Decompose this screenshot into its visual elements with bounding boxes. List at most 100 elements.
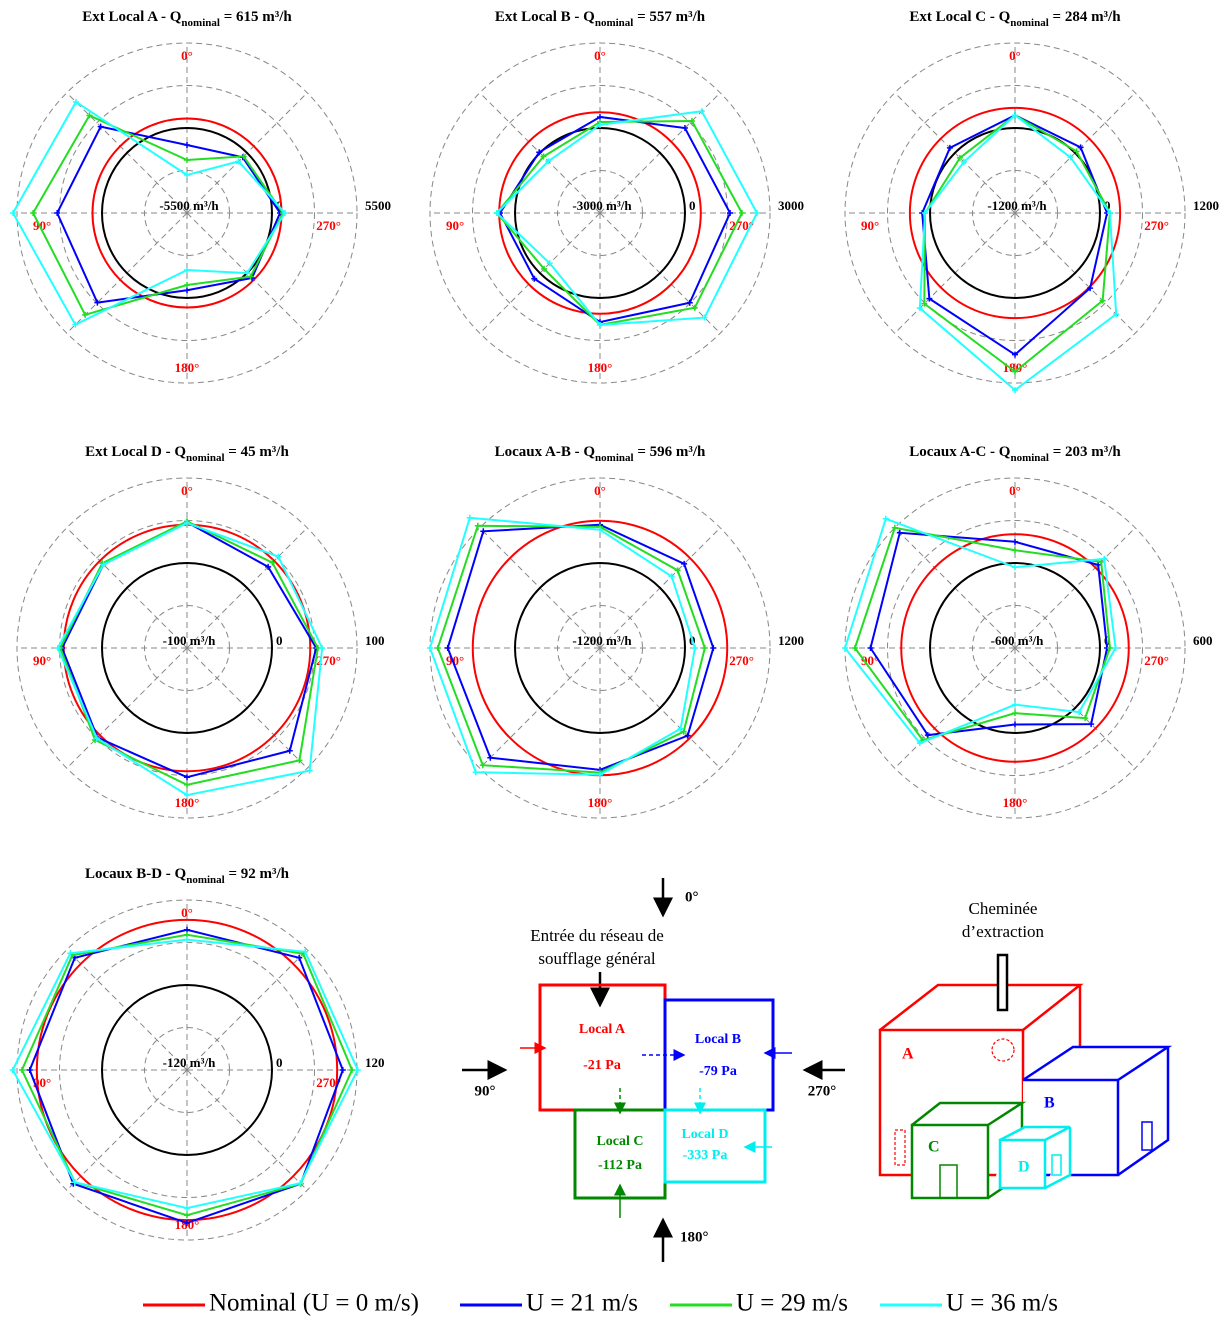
series-line xyxy=(498,111,702,315)
series-line xyxy=(428,516,696,776)
r-tick-label: 120 xyxy=(365,1055,385,1070)
point-marker xyxy=(71,1179,78,1186)
title-part: = 203 m³/h xyxy=(1049,444,1121,460)
legend-label: U = 29 m/s xyxy=(736,1290,848,1317)
series-line xyxy=(923,114,1111,373)
point-marker xyxy=(924,732,931,739)
r-tick-label: 600 xyxy=(1193,633,1213,648)
grid-ring xyxy=(144,605,230,691)
point-marker xyxy=(926,295,933,302)
point-marker xyxy=(1012,112,1018,119)
point-marker xyxy=(677,725,684,732)
title-part: nominal xyxy=(1010,17,1049,29)
r-tick-ring xyxy=(101,127,273,299)
point-marker xyxy=(710,645,717,651)
point-marker xyxy=(184,792,190,799)
r-tick-label: -5500 m³/h xyxy=(159,198,219,213)
point-marker xyxy=(541,265,548,272)
point-marker xyxy=(306,767,313,774)
legend-label: U = 21 m/s xyxy=(526,1290,638,1317)
room-name: Local C xyxy=(596,1134,643,1149)
polar-chart: Ext Local A - Qnominal = 615 m³/h -5500 m… xyxy=(9,9,391,384)
point-marker xyxy=(691,304,698,311)
point-marker xyxy=(1073,148,1080,155)
angle-label: 180° xyxy=(1003,360,1028,375)
point-marker xyxy=(701,645,708,651)
room-pressure: -21 Pa xyxy=(583,1058,621,1073)
point-marker xyxy=(691,645,698,651)
point-marker xyxy=(1095,561,1102,568)
grid-ring xyxy=(887,520,1143,776)
room-b xyxy=(663,998,775,1112)
chart-title: Locaux A-C - Qnominal = 203 m³/h xyxy=(909,444,1121,463)
point-marker xyxy=(67,950,74,957)
point-marker xyxy=(536,149,543,156)
building-label: D xyxy=(1018,1159,1030,1176)
r-tick-label: -1200 m³/h xyxy=(987,198,1047,213)
r-tick-ring xyxy=(16,477,358,819)
point-marker xyxy=(540,153,547,160)
chimney-label: d’extraction xyxy=(962,922,1045,941)
point-marker xyxy=(1012,547,1018,554)
grid-ring xyxy=(972,170,1058,256)
angle-label: 0° xyxy=(181,905,193,920)
angle-label: 270° xyxy=(729,653,754,668)
series-line xyxy=(918,113,1118,392)
title-part: = 596 m³/h xyxy=(634,444,706,460)
point-marker xyxy=(1012,701,1018,708)
direction-label: 90° xyxy=(475,1083,496,1099)
point-marker xyxy=(851,645,858,651)
point-marker xyxy=(26,1067,33,1073)
r-tick-label: -120 m³/h xyxy=(163,1055,216,1070)
angle-label: 90° xyxy=(861,218,879,233)
room-name: Local A xyxy=(579,1022,626,1037)
building-label: B xyxy=(1044,1095,1055,1112)
title-part: Locaux A-C - Q xyxy=(909,444,1011,460)
point-marker xyxy=(1099,297,1106,304)
point-marker xyxy=(184,774,190,781)
point-marker xyxy=(727,210,734,216)
angle-label: 180° xyxy=(175,795,200,810)
point-marker xyxy=(240,153,247,160)
point-marker xyxy=(72,321,79,328)
r-tick-label: -600 m³/h xyxy=(991,633,1044,648)
point-marker xyxy=(427,645,433,651)
point-marker xyxy=(668,573,675,580)
point-marker xyxy=(1088,721,1095,728)
r-tick-label: 100 xyxy=(365,633,385,648)
point-marker xyxy=(1012,564,1018,571)
chimney-label: Cheminée xyxy=(969,899,1038,918)
angle-label: 0° xyxy=(181,48,193,63)
point-marker xyxy=(18,1067,25,1073)
polar-chart: Locaux A-B - Qnominal = 596 m³/h -1200 m³… xyxy=(427,444,804,819)
point-marker xyxy=(72,98,79,105)
title-part: = 92 m³/h xyxy=(225,866,290,882)
point-marker xyxy=(9,210,16,216)
point-marker xyxy=(9,1067,16,1073)
point-marker xyxy=(472,769,479,776)
grid-ring xyxy=(144,1027,230,1113)
point-marker xyxy=(434,645,441,651)
point-marker xyxy=(1106,645,1113,651)
chart-title: Locaux A-B - Qnominal = 596 m³/h xyxy=(495,444,706,463)
point-marker xyxy=(275,553,282,560)
angle-label: 270° xyxy=(316,218,341,233)
point-marker xyxy=(1067,154,1074,161)
r-tick-label: 5500 xyxy=(365,198,391,213)
point-marker xyxy=(688,118,695,125)
point-marker xyxy=(184,156,190,163)
angle-label: 270° xyxy=(1144,653,1169,668)
room-a xyxy=(538,983,667,1112)
point-marker xyxy=(82,311,89,318)
point-marker xyxy=(296,954,303,961)
r-tick-ring xyxy=(514,562,686,734)
angle-label: 90° xyxy=(33,653,51,668)
point-marker xyxy=(1012,387,1018,394)
point-marker xyxy=(1012,351,1018,358)
point-marker xyxy=(597,771,603,778)
room-d xyxy=(663,1108,767,1184)
point-marker xyxy=(597,321,603,328)
room-diagram: 0° 90° 180° 270° Entrée du réseau de sou… xyxy=(462,878,1173,1262)
title-part: nominal xyxy=(1010,452,1049,464)
point-marker xyxy=(597,113,603,120)
